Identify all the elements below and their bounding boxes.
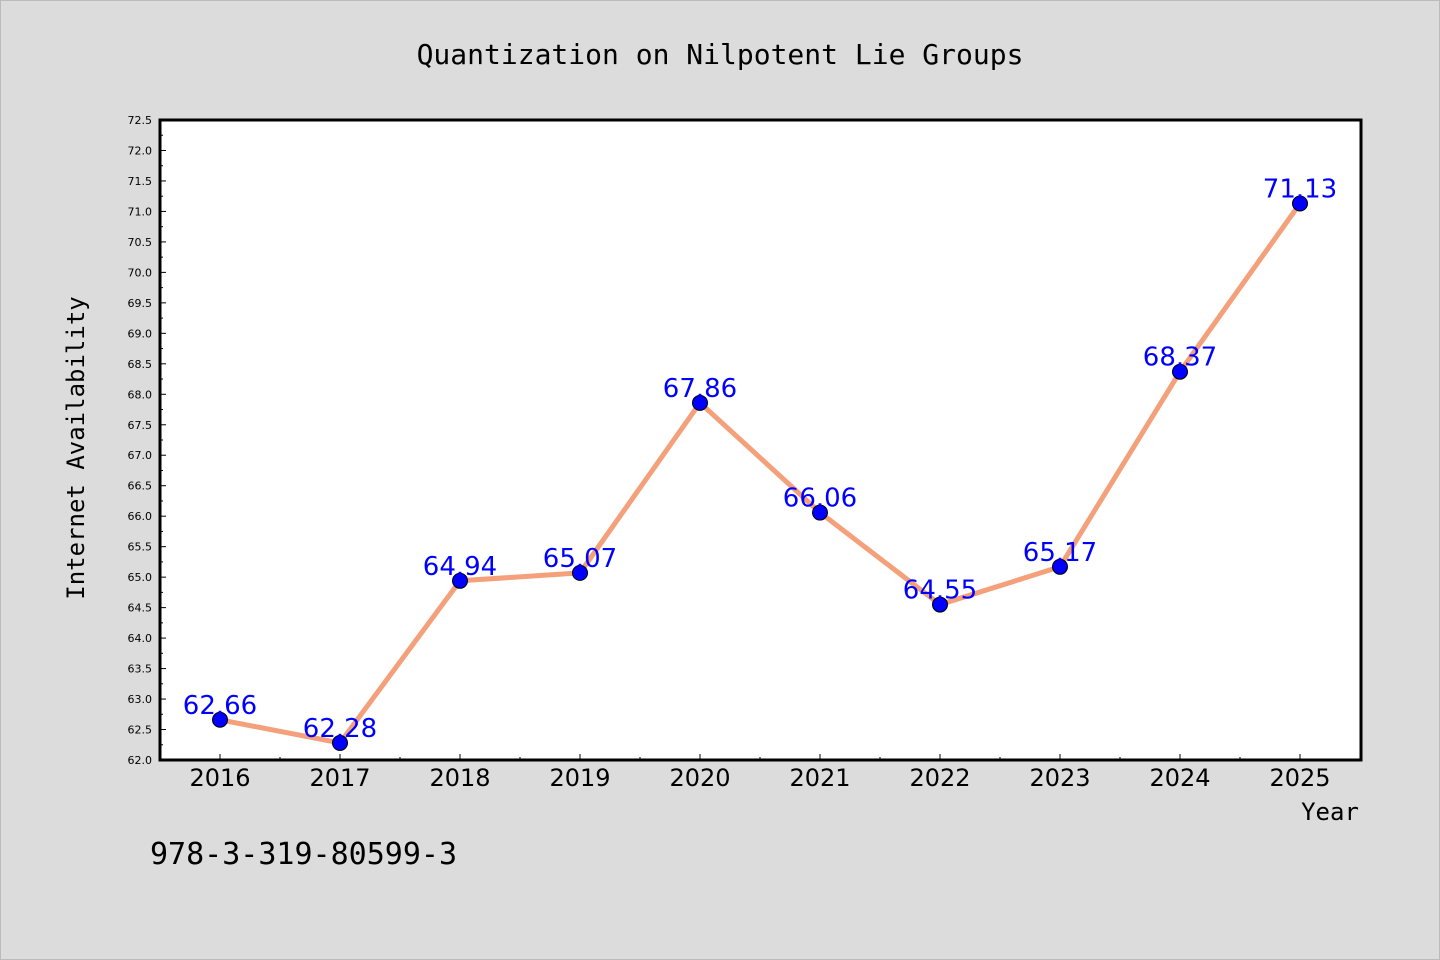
y-axis-ticks: 62.0 62.5 63.0 63.5 64.0 64.5 65.0 65.5 66.0 66.5… <box>128 114 166 767</box>
data-label: 64.94 <box>423 552 497 582</box>
y-tick-label: 63.0 <box>128 693 153 706</box>
plot-frame <box>158 118 1363 762</box>
y-tick-label: 69.5 <box>128 297 153 310</box>
data-point <box>1052 558 1068 575</box>
data-label: 65.17 <box>1023 538 1097 568</box>
x-tick-label: 2025 <box>1269 764 1330 792</box>
y-tick-label: 64.0 <box>128 632 153 645</box>
y-tick-label: 72.0 <box>128 144 153 157</box>
chart-title: Quantization on Nilpotent Lie Groups <box>417 38 1024 71</box>
y-tick-label: 71.5 <box>128 175 153 188</box>
data-point <box>572 564 588 581</box>
series-line <box>217 201 1303 746</box>
data-label: 68.37 <box>1143 343 1217 373</box>
x-tick-label: 2016 <box>189 764 250 792</box>
x-tick-label: 2017 <box>309 764 370 792</box>
x-tick-label: 2021 <box>789 764 850 792</box>
y-tick-label: 68.0 <box>128 388 153 401</box>
y-tick-label: 67.5 <box>128 419 153 432</box>
x-tick-label: 2024 <box>1149 764 1210 792</box>
y-tick-label: 71.0 <box>128 205 153 218</box>
data-label: 62.66 <box>183 691 257 721</box>
data-point <box>932 596 948 613</box>
data-point <box>812 504 828 521</box>
x-tick-label: 2019 <box>549 764 610 792</box>
x-tick-label: 2018 <box>429 764 490 792</box>
x-tick-label: 2022 <box>909 764 970 792</box>
y-tick-label: 62.0 <box>128 754 153 767</box>
plot-area <box>160 120 1361 760</box>
y-tick-label: 66.5 <box>128 480 153 493</box>
y-tick-label: 65.5 <box>128 541 153 554</box>
y-tick-label: 65.0 <box>128 571 153 584</box>
data-point <box>1172 363 1188 380</box>
data-label: 66.06 <box>783 484 857 514</box>
x-axis-label: Year <box>1301 798 1359 826</box>
y-tick-label: 68.5 <box>128 358 153 371</box>
data-point <box>332 734 348 751</box>
y-tick-label: 72.5 <box>128 114 153 127</box>
y-tick-label: 70.5 <box>128 236 153 249</box>
data-point <box>1292 195 1308 212</box>
isbn-annotation: 978-3-319-80599-3 <box>150 837 457 872</box>
x-axis-ticks: 2016 2017 2018 2019 2020 2021 2022 2023 2024 2025 <box>189 754 1331 792</box>
data-label: 62.28 <box>303 714 377 744</box>
y-tick-label: 63.5 <box>128 663 153 676</box>
data-label: 71.13 <box>1263 175 1337 205</box>
y-tick-label: 69.0 <box>128 327 153 340</box>
data-point <box>692 394 708 411</box>
y-tick-label: 66.0 <box>128 510 153 523</box>
y-tick-label: 62.5 <box>128 724 153 737</box>
x-tick-label: 2020 <box>669 764 730 792</box>
x-tick-label: 2023 <box>1029 764 1090 792</box>
data-labels: 62.66 62.28 64.94 65.07 67.86 66.06 64.55 65.17… <box>183 175 1337 744</box>
series-markers <box>212 195 1308 751</box>
data-point <box>452 572 468 589</box>
data-label: 65.07 <box>543 544 617 574</box>
y-tick-label: 64.5 <box>128 602 153 615</box>
data-label: 67.86 <box>663 374 737 404</box>
y-tick-label: 67.0 <box>128 449 153 462</box>
data-point <box>212 711 228 728</box>
y-tick-label: 70.0 <box>128 266 153 279</box>
data-label: 64.55 <box>903 576 977 606</box>
y-axis-label: Internet Availability <box>62 296 90 599</box>
